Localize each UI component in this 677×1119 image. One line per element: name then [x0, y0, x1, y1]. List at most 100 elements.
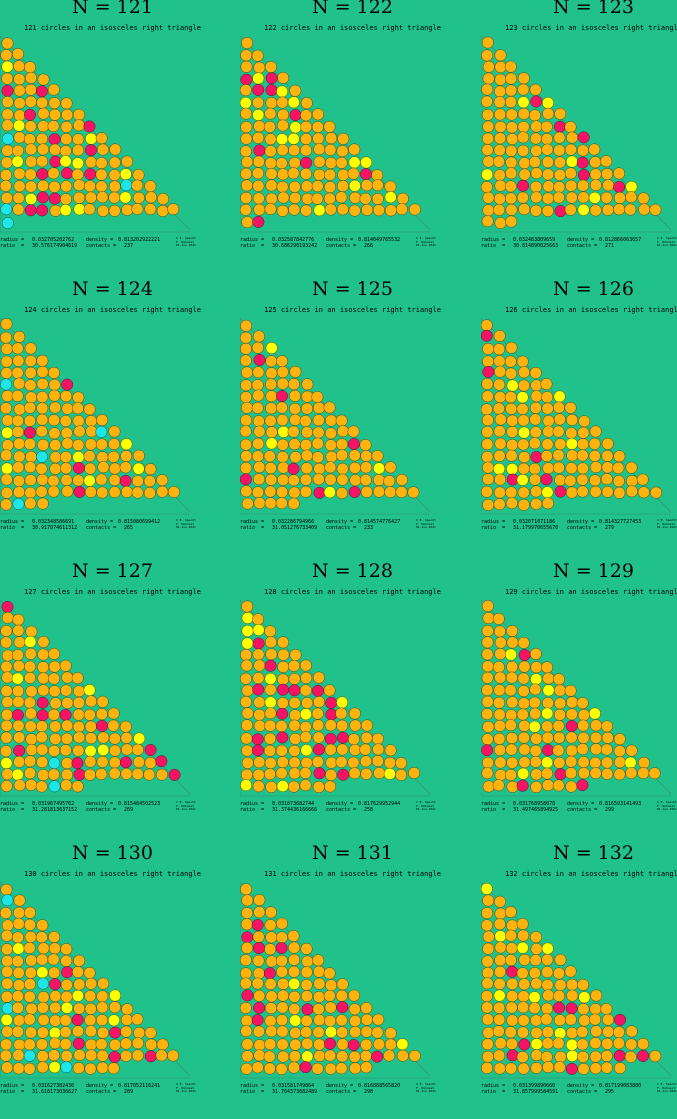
packing-circle — [482, 132, 494, 145]
packing-circle — [518, 660, 531, 673]
packing-circle — [23, 978, 36, 991]
packing-circle — [589, 1050, 602, 1063]
packing-circle — [73, 108, 85, 121]
packing-circle — [59, 155, 72, 168]
packing-circle — [530, 95, 543, 108]
packing-circle — [504, 180, 517, 193]
packing-circle — [73, 731, 86, 744]
packing-circle — [59, 744, 72, 757]
packing-circle — [288, 673, 301, 685]
packing-circle — [72, 720, 85, 733]
packing-circle — [347, 438, 360, 450]
packing-circle — [0, 486, 13, 499]
packing-circle — [37, 439, 49, 451]
packing-circle — [36, 96, 49, 109]
packing-circle — [1, 462, 13, 475]
packing-circle — [265, 955, 278, 968]
packing-circle — [48, 647, 60, 660]
packing-circle — [240, 659, 253, 672]
contacts-label: contacts = — [86, 1089, 117, 1095]
packing-circle — [0, 449, 13, 462]
packing-circle — [277, 191, 290, 204]
packing-circle — [143, 475, 156, 488]
packing-circle — [264, 978, 277, 990]
packing-circle — [529, 413, 542, 426]
packing-circle — [348, 1003, 361, 1016]
contacts-value: 233 — [364, 525, 374, 531]
packing-circle — [240, 379, 253, 392]
packing-circle — [383, 475, 396, 487]
packing-circle — [12, 660, 25, 672]
packing-circle — [143, 768, 156, 781]
packing-circle — [73, 696, 85, 709]
packing-circle — [277, 108, 290, 121]
packing-circle — [13, 131, 26, 144]
packing-circle — [73, 685, 85, 698]
packing-circle — [299, 721, 312, 734]
packing-circle — [240, 918, 253, 931]
packing-circle — [108, 191, 121, 204]
packing-circle — [300, 672, 313, 684]
packing-circle — [60, 427, 73, 439]
packing-circle — [349, 1015, 362, 1027]
packing-circle — [25, 180, 37, 193]
packing-circle — [11, 955, 24, 968]
packing-circle — [0, 355, 13, 368]
packing-circle — [85, 425, 98, 438]
packing-circle — [265, 906, 277, 919]
packing-circle — [494, 769, 507, 781]
packing-circle — [12, 192, 25, 204]
contacts-label: contacts = — [567, 243, 598, 249]
packing-circle — [288, 486, 301, 499]
packing-circle — [265, 426, 278, 439]
packing-circle — [264, 683, 277, 696]
ratio-label: ratio = — [240, 525, 265, 531]
packing-circle — [36, 1038, 48, 1051]
packing-circle — [566, 989, 579, 1002]
packing-circle — [49, 720, 62, 733]
packing-circle — [61, 485, 74, 498]
packing-circle — [361, 203, 374, 216]
packing-circle — [566, 1026, 578, 1039]
packing-circle — [120, 1025, 133, 1038]
packing-circle — [517, 96, 530, 109]
packing-circle — [324, 427, 337, 440]
packing-circle — [13, 109, 26, 122]
packing-circle — [48, 389, 61, 402]
packing-circle — [335, 156, 348, 169]
packing-circle — [589, 767, 602, 780]
packing-circle — [516, 1051, 529, 1063]
panel-n127: N = 127 127 circles in an isosceles right… — [0, 560, 225, 837]
packing-circle — [347, 167, 360, 180]
packing-circle — [61, 108, 74, 121]
packing-circle — [263, 450, 276, 463]
contacts-value: 269 — [124, 807, 134, 813]
packing-circle — [300, 708, 312, 721]
packing-circle — [97, 1026, 109, 1039]
packing-circle — [13, 636, 26, 649]
packing-circle — [1, 649, 14, 662]
packing-circle — [277, 1050, 290, 1063]
packing-circle — [60, 955, 73, 967]
packing-circle — [638, 203, 651, 216]
packing-circle — [121, 743, 133, 756]
packing-circle — [13, 377, 26, 390]
packing-circle — [313, 1014, 326, 1026]
packing-circle — [253, 425, 266, 438]
packing-circle — [530, 390, 543, 403]
packing-circle — [577, 719, 590, 732]
packing-circle — [60, 462, 72, 475]
packing-circle — [36, 204, 49, 217]
density-label: density = — [326, 237, 354, 243]
packing-circle — [119, 168, 132, 181]
packing-circle — [347, 425, 360, 438]
packing-circle — [542, 672, 555, 685]
packing-circle — [264, 203, 277, 215]
radius-value: 0.032705202762 — [32, 237, 75, 243]
packing-circle — [348, 156, 361, 169]
packing-circle — [313, 204, 326, 217]
packing-circle — [493, 625, 506, 638]
packing-circle — [313, 965, 325, 978]
packing-circle — [35, 780, 48, 793]
packing-circle — [516, 708, 529, 721]
